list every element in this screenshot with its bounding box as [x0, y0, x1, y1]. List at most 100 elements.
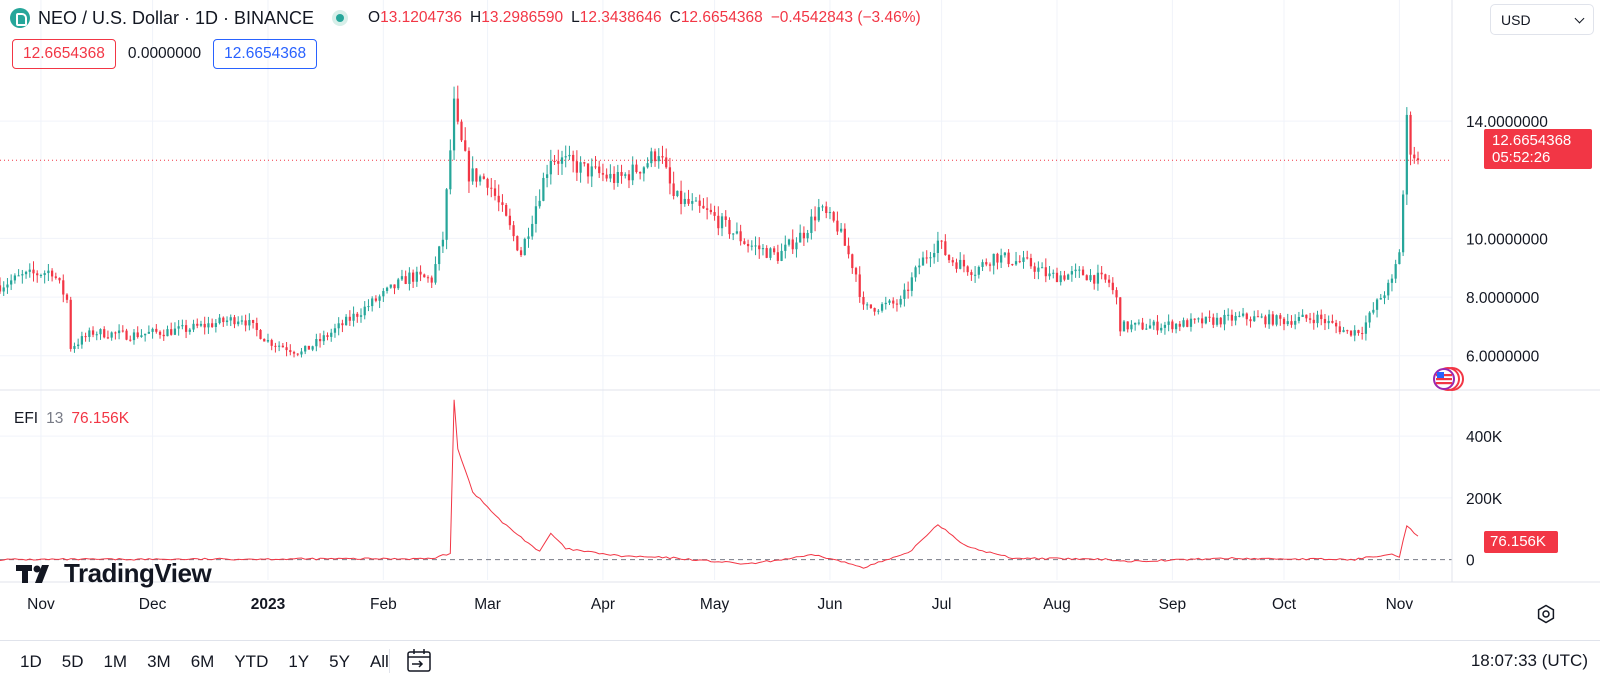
- range-buttons: 1D 5D 1M 3M 6M YTD 1Y 5Y All: [10, 651, 399, 673]
- candle-body: [1335, 322, 1338, 327]
- candle-body: [1055, 272, 1059, 283]
- candle-body: [899, 298, 902, 305]
- candle-body: [207, 323, 210, 328]
- candle-body: [616, 172, 619, 183]
- candle-body: [869, 304, 873, 309]
- candle-body: [39, 275, 43, 277]
- candle-body: [1104, 274, 1107, 280]
- candle-body: [50, 270, 54, 277]
- candle-body: [1063, 275, 1066, 280]
- candle-body: [720, 216, 724, 229]
- range-5d-button[interactable]: 5D: [61, 652, 84, 671]
- candle-body: [1081, 269, 1085, 276]
- candle-body: [486, 178, 489, 188]
- candle-body: [222, 317, 225, 323]
- range-1m-button[interactable]: 1M: [103, 652, 128, 671]
- candle-body: [311, 346, 314, 350]
- candle-body: [1178, 323, 1181, 327]
- range-1d-button[interactable]: 1D: [20, 652, 42, 671]
- candle-body: [464, 140, 467, 151]
- change-value: −0.4542843 (−3.46%): [770, 9, 921, 26]
- candle-body: [263, 338, 266, 342]
- candle-body: [318, 339, 322, 342]
- candle-body: [1070, 271, 1073, 275]
- candle-body: [1245, 313, 1248, 320]
- candle-body: [467, 150, 471, 182]
- candle-body: [906, 289, 910, 291]
- candle-body: [69, 299, 72, 349]
- candle-body: [188, 329, 191, 332]
- candle-body: [166, 329, 169, 337]
- candle-body: [519, 250, 523, 256]
- range-6m-button[interactable]: 6M: [190, 652, 215, 671]
- candle-body: [240, 320, 244, 322]
- range-5y-button[interactable]: 5Y: [329, 652, 350, 671]
- candle-body: [21, 274, 24, 276]
- candle-body: [847, 245, 850, 255]
- candle-body: [177, 326, 180, 329]
- candle-body: [378, 296, 381, 301]
- candle-body: [1186, 320, 1189, 327]
- candle-body: [1215, 317, 1219, 325]
- candle-body: [586, 163, 590, 177]
- range-3m-button[interactable]: 3M: [147, 652, 171, 671]
- candle-body: [1364, 322, 1368, 334]
- gear-icon[interactable]: [1536, 604, 1556, 624]
- candle-body: [1040, 267, 1044, 269]
- candle-body: [400, 276, 404, 280]
- candle-body: [918, 265, 921, 268]
- range-ytd-button[interactable]: YTD: [234, 652, 269, 671]
- currency-select[interactable]: USD: [1490, 4, 1594, 35]
- symbol-title[interactable]: NEO / U.S. Dollar · 1D · BINANCE: [38, 7, 315, 28]
- candle-body: [497, 195, 500, 203]
- candle-body: [1398, 252, 1401, 265]
- candle-body: [955, 262, 958, 269]
- candle-body: [973, 274, 977, 276]
- candle-body: [512, 225, 515, 237]
- candle-body: [668, 167, 672, 184]
- candle-body: [545, 174, 549, 178]
- candle-body: [534, 206, 538, 224]
- efi-name[interactable]: EFI: [14, 410, 39, 427]
- candle-body: [482, 176, 485, 179]
- range-1y-button[interactable]: 1Y: [288, 652, 310, 671]
- candle-body: [106, 337, 110, 339]
- sell-button[interactable]: 12.6654368: [12, 39, 116, 69]
- candle-body: [1111, 282, 1114, 291]
- calendar-range-icon[interactable]: [405, 647, 433, 675]
- candle-body: [713, 212, 716, 216]
- candle-body: [936, 240, 940, 254]
- candle-body: [237, 321, 240, 325]
- candle-body: [6, 284, 9, 288]
- candle-body: [1405, 114, 1408, 195]
- candle-body: [769, 248, 772, 258]
- candle-body: [1119, 297, 1122, 332]
- candle-body: [553, 160, 556, 162]
- utc-clock[interactable]: 18:07:33 (UTC): [1470, 651, 1588, 670]
- candle-body: [199, 323, 203, 326]
- candle-body: [1014, 261, 1018, 265]
- candle-body: [73, 346, 76, 349]
- candle-body: [754, 245, 757, 247]
- buy-button[interactable]: 12.6654368: [213, 39, 318, 69]
- candle-body: [1182, 320, 1185, 327]
- candle-body: [1089, 275, 1092, 281]
- candle-body: [374, 298, 378, 301]
- us-flag-icon[interactable]: [1432, 366, 1466, 392]
- candle-body: [828, 212, 832, 214]
- candle-body: [493, 188, 497, 196]
- time-tick-label: Oct: [1272, 596, 1297, 613]
- candle-body: [813, 216, 817, 221]
- candle-body: [1148, 325, 1152, 329]
- price-tick-label: 10.0000000: [1466, 231, 1548, 248]
- candle-body: [787, 239, 791, 245]
- tradingview-logo: TradingView: [16, 558, 212, 589]
- currency-value: USD: [1501, 11, 1531, 28]
- candle-body: [356, 313, 359, 317]
- candle-body: [598, 166, 601, 174]
- candle-body: [36, 273, 39, 276]
- range-all-button[interactable]: All: [369, 652, 389, 671]
- candle-body: [144, 333, 147, 336]
- chart-canvas[interactable]: 6.0000000 8.0000000 10.0000000 14.0000000 0 2…: [0, 0, 1600, 640]
- candle-body: [170, 329, 173, 335]
